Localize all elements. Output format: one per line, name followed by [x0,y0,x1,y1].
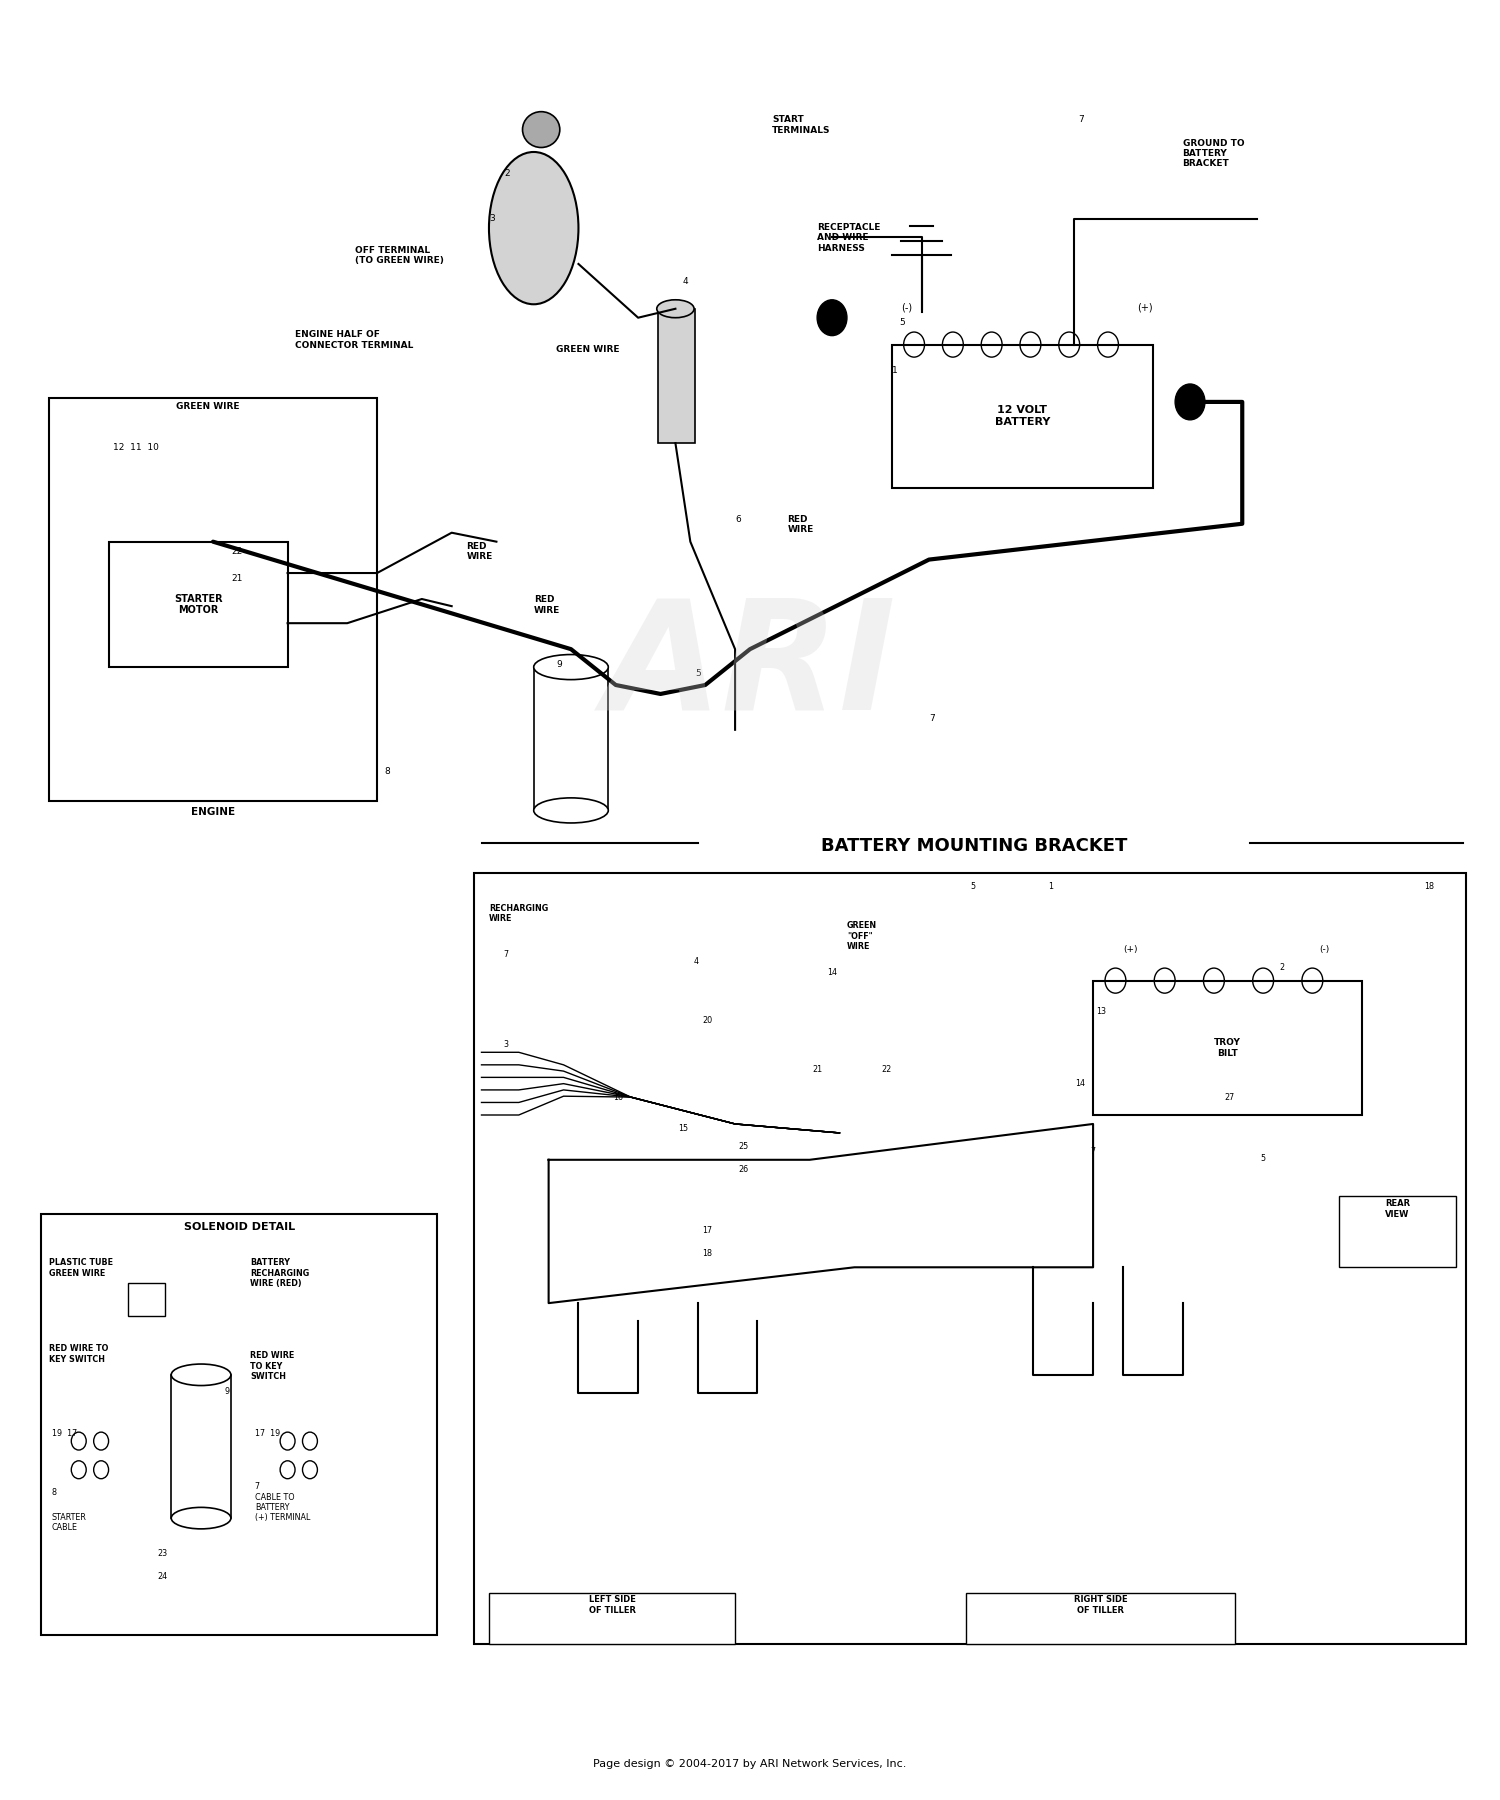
Text: 22: 22 [882,1066,891,1075]
Text: RECHARGING
WIRE: RECHARGING WIRE [489,904,548,923]
Text: 23: 23 [158,1548,168,1557]
Text: TROY
BILT: TROY BILT [1214,1039,1240,1058]
Text: STARTER
CABLE: STARTER CABLE [53,1512,87,1532]
Ellipse shape [171,1507,231,1528]
Ellipse shape [171,1364,231,1386]
Text: 2: 2 [1280,963,1284,972]
Bar [1340,1195,1455,1267]
Text: 3: 3 [504,1040,509,1049]
Text: START
TERMINALS: START TERMINALS [772,115,831,135]
Text: (-): (-) [902,302,912,313]
Text: RED
WIRE: RED WIRE [788,515,813,535]
Text: (-): (-) [1318,945,1329,954]
Text: STARTER
MOTOR: STARTER MOTOR [174,594,222,616]
Bar [891,344,1152,488]
Bar [534,668,609,810]
Bar [50,398,376,801]
Text: 7
CABLE TO
BATTERY
(+) TERMINAL: 7 CABLE TO BATTERY (+) TERMINAL [255,1481,310,1523]
Text: 17: 17 [702,1226,712,1235]
Text: 20: 20 [702,1017,712,1026]
Text: PLASTIC TUBE
GREEN WIRE: PLASTIC TUBE GREEN WIRE [50,1258,112,1278]
Bar [474,873,1466,1643]
Bar [108,542,288,668]
Text: 14: 14 [828,968,837,977]
Text: 5: 5 [898,319,904,328]
Text: GREEN WIRE: GREEN WIRE [556,344,620,353]
Text: GREEN WIRE: GREEN WIRE [176,401,238,410]
Text: 12 VOLT
BATTERY: 12 VOLT BATTERY [994,405,1050,427]
Text: 3: 3 [489,214,495,223]
Text: 19  17: 19 17 [53,1429,76,1438]
Text: 5: 5 [1260,1154,1266,1163]
Text: RED WIRE TO
KEY SWITCH: RED WIRE TO KEY SWITCH [50,1345,108,1364]
Text: 13: 13 [1096,1008,1106,1017]
Text: 8: 8 [384,767,390,776]
Text: 2: 2 [504,169,510,178]
Text: 12  11  10: 12 11 10 [112,443,159,452]
Ellipse shape [522,112,560,148]
Bar [657,310,694,443]
Text: 7: 7 [1090,1147,1095,1156]
Bar [128,1283,165,1316]
Text: 4: 4 [693,958,699,967]
Text: ENGINE HALF OF
CONNECTOR TERMINAL: ENGINE HALF OF CONNECTOR TERMINAL [296,329,414,349]
Circle shape [818,301,848,335]
Ellipse shape [489,151,579,304]
Text: 16: 16 [614,1093,622,1102]
Text: 8: 8 [53,1487,57,1496]
Text: 7: 7 [1078,115,1084,124]
Ellipse shape [657,301,694,319]
Text: RED WIRE
TO KEY
SWITCH: RED WIRE TO KEY SWITCH [251,1352,294,1381]
Text: 1: 1 [891,365,897,374]
Text: 17  19: 17 19 [255,1429,280,1438]
Text: 5: 5 [970,882,976,891]
Text: ARI: ARI [603,592,897,742]
Text: OFF TERMINAL
(TO GREEN WIRE): OFF TERMINAL (TO GREEN WIRE) [354,247,444,265]
Text: ENGINE: ENGINE [190,806,236,817]
Text: RECEPTACLE
AND WIRE
HARNESS: RECEPTACLE AND WIRE HARNESS [818,223,880,252]
Text: (+): (+) [1137,302,1154,313]
Text: 9: 9 [225,1388,230,1397]
Bar [966,1593,1234,1643]
Text: LEFT SIDE
OF TILLER: LEFT SIDE OF TILLER [590,1595,636,1615]
Text: 6: 6 [735,515,741,524]
Text: BATTERY MOUNTING BRACKET: BATTERY MOUNTING BRACKET [821,837,1126,855]
Text: 5: 5 [694,670,700,679]
Text: SOLENOID DETAIL: SOLENOID DETAIL [183,1222,294,1233]
Circle shape [1174,383,1204,419]
Bar [171,1375,231,1517]
Bar [1094,981,1362,1114]
Text: (+): (+) [1124,945,1137,954]
Text: 21: 21 [813,1066,824,1075]
Text: Page design © 2004-2017 by ARI Network Services, Inc.: Page design © 2004-2017 by ARI Network S… [594,1759,906,1769]
Text: REAR
VIEW: REAR VIEW [1384,1199,1410,1219]
Text: RIGHT SIDE
OF TILLER: RIGHT SIDE OF TILLER [1074,1595,1128,1615]
Text: 24: 24 [158,1571,168,1580]
Text: 18: 18 [1424,882,1434,891]
Text: GREEN
"OFF"
WIRE: GREEN "OFF" WIRE [847,922,877,950]
Text: BATTERY
RECHARGING
WIRE (RED): BATTERY RECHARGING WIRE (RED) [251,1258,309,1289]
Text: RED
WIRE: RED WIRE [466,542,494,562]
Ellipse shape [534,655,609,680]
Text: 21: 21 [231,574,243,583]
Text: 7: 7 [504,950,509,959]
Text: 4: 4 [682,277,688,286]
Text: 18: 18 [702,1249,712,1258]
Text: GROUND TO
BATTERY
BRACKET: GROUND TO BATTERY BRACKET [1182,139,1244,169]
Text: 25: 25 [738,1141,748,1150]
Bar [42,1213,436,1634]
Ellipse shape [534,797,609,823]
Text: RED
WIRE: RED WIRE [534,596,560,616]
Text: 9: 9 [556,661,562,670]
Text: 14: 14 [1076,1080,1084,1089]
Text: 15: 15 [678,1123,688,1132]
Text: 27: 27 [1224,1093,1234,1102]
Bar [489,1593,735,1643]
Text: 1: 1 [1048,882,1053,891]
Text: 26: 26 [738,1165,748,1174]
Text: 22: 22 [231,547,242,556]
Text: 7: 7 [928,713,934,722]
